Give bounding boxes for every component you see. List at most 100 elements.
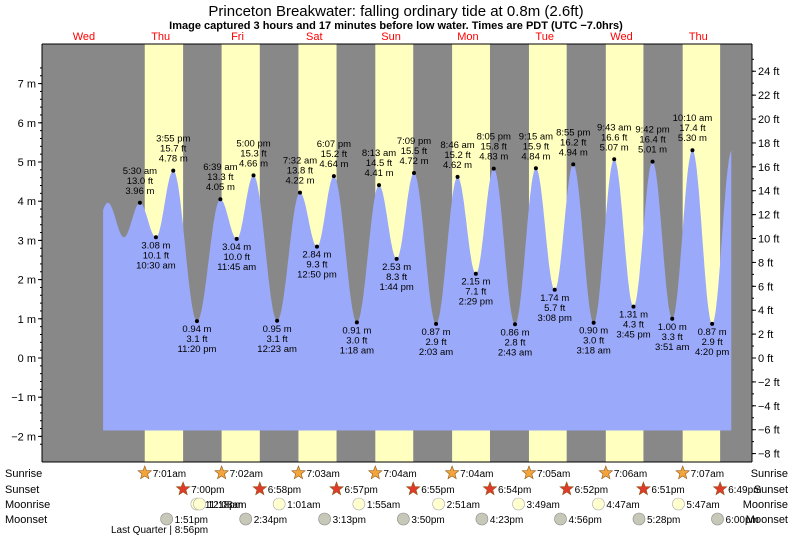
- day-weekday: Fri: [231, 31, 244, 43]
- tide-feet-label: 15.2 ft: [321, 149, 348, 160]
- tide-meter-label: 4.72 m: [399, 156, 428, 167]
- tide-point: [234, 236, 239, 241]
- right-tick-label: 18 ft: [758, 138, 779, 150]
- sunrise-time: 7:05am: [537, 469, 570, 480]
- day-weekday: Sun: [381, 31, 401, 43]
- day-weekday: Wed: [610, 31, 632, 43]
- tide-feet-label: 15.3 ft: [240, 148, 267, 159]
- sunrise-time: 7:04am: [460, 469, 493, 480]
- left-tick-label: −1 m: [11, 392, 36, 404]
- tide-time-label: 10:10 am: [673, 113, 713, 124]
- sunrise-icon: [367, 465, 383, 480]
- tide-point: [552, 287, 557, 292]
- tide-meter-label: 3.08 m: [141, 240, 170, 251]
- moonset-time: 5:28pm: [647, 515, 680, 526]
- moonrise-icon: [432, 497, 445, 511]
- tide-meter-label: 0.86 m: [500, 327, 529, 338]
- tide-point: [411, 170, 416, 175]
- tide-time-label: 11:45 am: [217, 262, 256, 273]
- tide-time-label: 2:29 pm: [459, 297, 493, 308]
- tide-meter-label: 4.62 m: [443, 160, 472, 171]
- tide-time-label: 12:23 am: [257, 344, 297, 355]
- tide-point: [473, 271, 478, 276]
- tide-feet-label: 5.7 ft: [544, 303, 565, 314]
- tide-point: [137, 200, 142, 205]
- sunrise-time: 7:03am: [306, 469, 339, 480]
- tide-feet-label: 16.4 ft: [639, 135, 666, 146]
- tide-time-label: 3:45 pm: [616, 330, 650, 341]
- day-weekday: Tue: [535, 31, 554, 43]
- moonrise-time: 4:47am: [606, 500, 639, 511]
- tide-point: [171, 168, 176, 173]
- tide-point: [218, 197, 223, 202]
- sunset-icon: [482, 481, 498, 496]
- tide-feet-label: 3.0 ft: [346, 335, 367, 346]
- moonrise-row-label-right: Moonrise: [743, 499, 788, 511]
- sunrise-icon: [290, 465, 306, 480]
- tide-point: [354, 320, 359, 325]
- tide-meter-label: 1.74 m: [540, 293, 569, 304]
- sunrise-icon: [214, 465, 230, 480]
- tide-point: [194, 319, 199, 324]
- tide-point: [314, 244, 319, 249]
- sunrise-icon: [137, 465, 153, 480]
- tide-time-label: 3:55 pm: [156, 134, 190, 145]
- tide-meter-label: 2.53 m: [382, 262, 411, 273]
- sunset-row-label-left: Sunset: [5, 484, 39, 496]
- moonrise-icon: [352, 497, 366, 511]
- tide-time-label: 8:55 pm: [556, 127, 590, 138]
- tide-time-label: 5:00 pm: [236, 138, 270, 149]
- tide-feet-label: 15.7 ft: [160, 144, 187, 155]
- right-tick-label: 6 ft: [758, 281, 773, 293]
- sunset-time: 6:54pm: [498, 485, 531, 496]
- tide-meter-label: 0.90 m: [579, 326, 608, 337]
- sunset-time: 6:58pm: [268, 485, 301, 496]
- moonrise-time: 1:55am: [367, 500, 400, 511]
- tide-feet-label: 3.0 ft: [583, 336, 604, 347]
- sunrise-time: 7:02am: [230, 469, 263, 480]
- tide-feet-label: 2.9 ft: [702, 337, 723, 348]
- tide-meter-label: 3.04 m: [222, 242, 251, 253]
- tide-feet-label: 7.1 ft: [465, 287, 486, 298]
- tide-meter-label: 4.05 m: [206, 182, 235, 193]
- tide-feet-label: 4.3 ft: [623, 320, 644, 331]
- moonset-icon: [397, 512, 410, 526]
- left-tick-label: 1 m: [18, 314, 36, 326]
- tide-point: [631, 304, 636, 309]
- sunset-icon: [635, 481, 651, 496]
- tide-time-label: 8:13 am: [362, 148, 396, 159]
- tide-point: [533, 166, 538, 171]
- tide-point: [513, 322, 518, 327]
- right-tick-label: 0 ft: [758, 353, 773, 365]
- moonset-icon: [475, 512, 489, 526]
- tide-time-label: 9:15 am: [519, 131, 553, 142]
- tide-feet-label: 14.5 ft: [366, 158, 393, 169]
- tide-point: [591, 320, 596, 325]
- tide-feet-label: 10.0 ft: [223, 252, 250, 263]
- tide-point: [377, 183, 382, 188]
- right-tick-label: −6 ft: [758, 425, 780, 437]
- tide-meter-label: 4.41 m: [364, 168, 393, 179]
- tide-meter-label: 1.31 m: [619, 310, 648, 321]
- tide-feet-label: 15.5 ft: [401, 146, 428, 157]
- moonset-icon: [160, 512, 173, 526]
- tide-meter-label: 4.78 m: [159, 154, 188, 165]
- tide-time-label: 5:30 am: [123, 166, 157, 177]
- sunrise-row-label-left: Sunrise: [5, 468, 42, 480]
- tide-time-label: 2:03 am: [419, 347, 453, 358]
- tide-point: [670, 316, 675, 321]
- right-tick-label: −8 ft: [758, 449, 780, 461]
- moonset-time: 3:13pm: [333, 515, 366, 526]
- tide-meter-label: 0.87 m: [698, 327, 727, 338]
- moonset-time: 4:56pm: [568, 515, 601, 526]
- tide-feet-label: 15.8 ft: [481, 142, 508, 153]
- left-tick-label: 3 m: [18, 235, 36, 247]
- left-tick-label: −2 m: [11, 431, 36, 443]
- moonrise-time: 1:01am: [287, 500, 320, 511]
- tide-meter-label: 1.00 m: [658, 322, 687, 333]
- sunset-icon: [329, 481, 345, 496]
- moonset-icon: [711, 512, 724, 526]
- tide-meter-label: 4.83 m: [479, 152, 508, 163]
- moonset-time: 2:34pm: [254, 515, 287, 526]
- sunset-time: 6:51pm: [651, 485, 684, 496]
